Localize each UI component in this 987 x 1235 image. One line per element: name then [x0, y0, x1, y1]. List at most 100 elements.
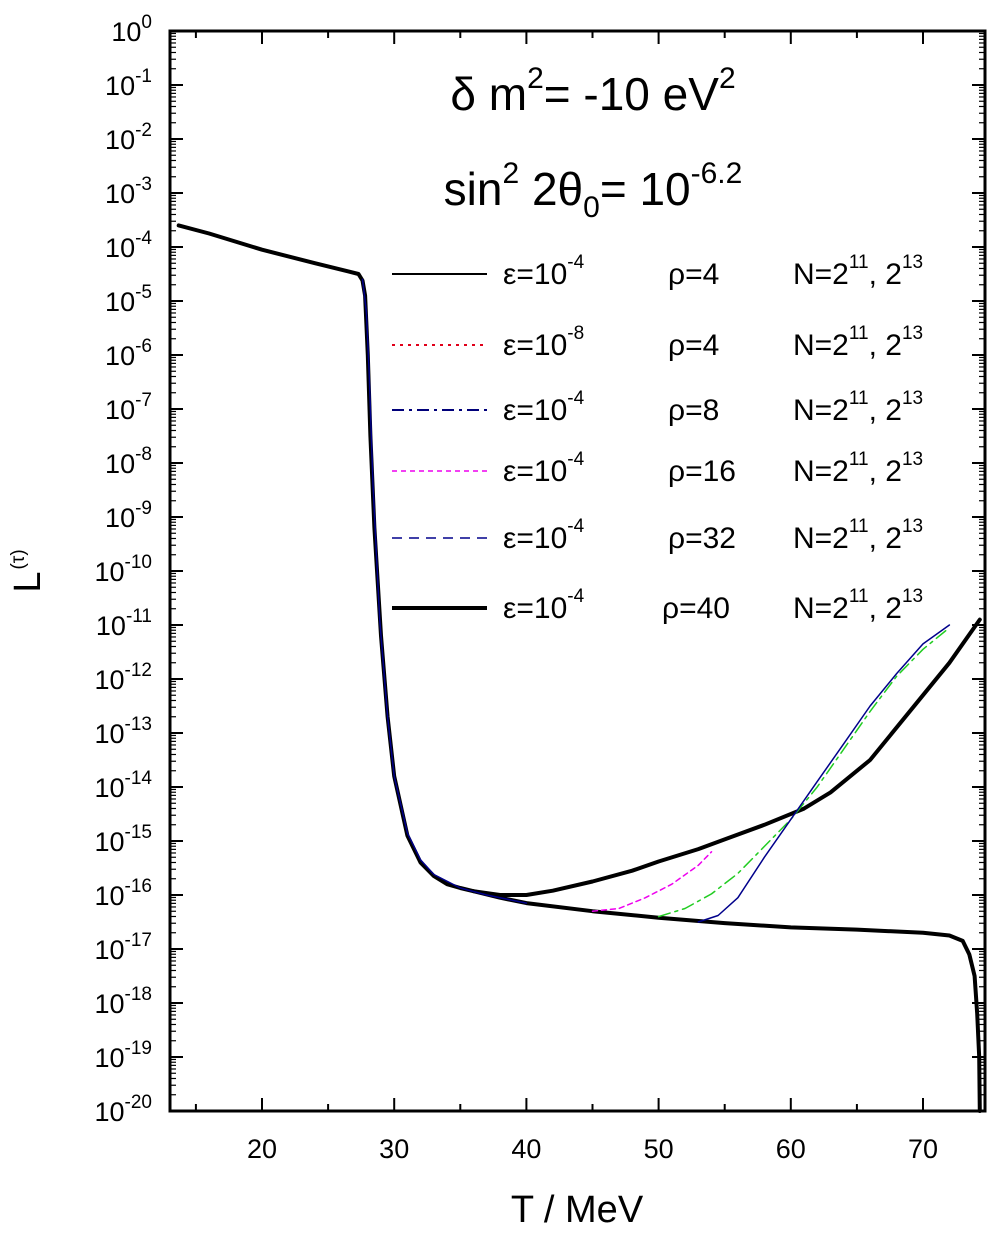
x-tick-label: 60: [776, 1134, 806, 1164]
legend-rho: ρ=16: [668, 455, 736, 488]
y-tick-exponent: -9: [135, 498, 152, 519]
annotation-part: sin: [444, 163, 503, 215]
y-tick-base: 10: [105, 179, 135, 209]
legend-epsilon: ε=10-4: [503, 516, 585, 555]
annotation-part: 0: [583, 191, 600, 224]
y-tick-exponent: -8: [135, 444, 152, 465]
y-tick-label: 10-3: [105, 174, 152, 209]
y-tick-label: 10-4: [105, 228, 152, 263]
y-tick-label: 10-13: [94, 714, 152, 749]
x-tick-labels: 20 30 40 50 60 70: [247, 1134, 938, 1164]
y-tick-base: 10: [94, 719, 124, 749]
y-tick-base: 10: [94, 827, 124, 857]
y-tick-base: 10: [94, 1043, 124, 1073]
y-tick-exponent: -19: [125, 1038, 152, 1059]
y-tick-exponent: -13: [125, 714, 152, 735]
annotation-part: = -10 eV: [544, 68, 719, 120]
y-axis-title-base: L: [7, 572, 49, 593]
y-tick-exponent: -3: [135, 174, 152, 195]
x-tick-label: 30: [379, 1134, 409, 1164]
y-tick-base: 10: [105, 233, 135, 263]
legend-entry: ε=10-4 ρ=4 N=211, 213: [392, 252, 923, 291]
y-tick-base: 10: [94, 557, 124, 587]
y-tick-base: 10: [105, 71, 135, 101]
y-tick-base: 10: [94, 881, 124, 911]
y-tick-label: 10-1: [105, 66, 152, 101]
y-tick-base: 10: [94, 935, 124, 965]
y-tick-label: 10-7: [105, 390, 152, 425]
y-tick-label: 10-2: [105, 120, 152, 155]
y-tick-base: 10: [105, 287, 135, 317]
y-tick-exponent: -16: [125, 876, 152, 897]
series-group: [176, 223, 982, 1113]
axis-ticks: [170, 30, 985, 1112]
series-line: [657, 626, 951, 918]
y-axis-title-sup: (τ): [8, 549, 29, 569]
legend-n: N=211, 213: [793, 323, 923, 362]
legend-rho: ρ=4: [668, 329, 719, 362]
series-line: [471, 889, 982, 1113]
legend-rho: ρ=32: [668, 522, 736, 555]
annotation-part: 2: [502, 157, 519, 190]
y-tick-base: 10: [94, 1097, 124, 1127]
y-tick-label: 10-10: [94, 552, 152, 587]
y-tick-base: 10: [94, 989, 124, 1019]
y-tick-exponent: -14: [125, 768, 153, 789]
y-axis-title: L (τ): [7, 549, 49, 592]
y-tick-exponent: -2: [135, 120, 152, 141]
x-axis-title: T / MeV: [511, 1189, 644, 1231]
legend-entry: ε=10-4 ρ=8 N=211, 213: [392, 388, 923, 427]
y-tick-base: 10: [105, 395, 135, 425]
y-tick-base: 10: [94, 665, 124, 695]
y-tick-exponent: -18: [125, 984, 152, 1005]
y-tick-exponent: 0: [141, 12, 152, 33]
series-line: [697, 624, 951, 923]
y-tick-exponent: -10: [125, 552, 152, 573]
legend-n: N=211, 213: [793, 388, 923, 427]
legend-entry: ε=10-4 ρ=32 N=211, 213: [392, 516, 923, 555]
y-tick-exponent: -1: [135, 66, 152, 87]
x-tick-label: 70: [908, 1134, 938, 1164]
y-tick-base: 10: [94, 773, 124, 803]
y-tick-label: 10-5: [105, 282, 152, 317]
legend-epsilon: ε=10-4: [503, 449, 585, 488]
annotation-part: 2: [527, 62, 544, 95]
x-tick-label: 50: [644, 1134, 674, 1164]
y-tick-label: 10-9: [105, 498, 152, 533]
y-tick-exponent: -5: [135, 282, 152, 303]
legend-epsilon: ε=10-4: [503, 586, 585, 625]
y-tick-exponent: -15: [125, 822, 152, 843]
legend-n: N=211, 213: [793, 449, 923, 488]
series-line: [361, 278, 528, 904]
series-line: [176, 223, 982, 897]
y-tick-exponent: -20: [125, 1092, 152, 1113]
y-tick-label: 10-14: [94, 768, 152, 803]
x-tick-label: 20: [247, 1134, 277, 1164]
y-tick-exponent: -11: [126, 606, 152, 627]
y-tick-base: 10: [105, 449, 135, 479]
y-tick-labels: 10010-110-210-310-410-510-610-710-810-91…: [94, 12, 152, 1127]
y-tick-label: 10-11: [96, 606, 152, 641]
legend-n: N=211, 213: [793, 586, 923, 625]
legend-entry: ε=10-4 ρ=40 N=211, 213: [392, 586, 923, 625]
y-tick-label: 10-16: [94, 876, 152, 911]
legend-n: N=211, 213: [793, 516, 923, 555]
legend-rho: ρ=8: [668, 394, 719, 427]
y-tick-label: 10-8: [105, 444, 152, 479]
y-tick-exponent: -12: [125, 660, 152, 681]
series-line: [591, 851, 713, 912]
x-tick-label: 40: [511, 1134, 541, 1164]
y-tick-base: 10: [111, 17, 141, 47]
legend-entry: ε=10-4 ρ=16 N=211, 213: [392, 449, 923, 488]
y-tick-label: 10-19: [94, 1038, 152, 1073]
legend-epsilon: ε=10-4: [503, 252, 585, 291]
legend-rho: ρ=4: [668, 258, 719, 291]
y-tick-exponent: -6: [135, 336, 152, 357]
legend-entry: ε=10-8 ρ=4 N=211, 213: [392, 323, 923, 362]
annotation-part: 2: [719, 62, 736, 95]
legend-epsilon: ε=10-8: [503, 323, 584, 362]
y-tick-label: 100: [111, 12, 152, 47]
